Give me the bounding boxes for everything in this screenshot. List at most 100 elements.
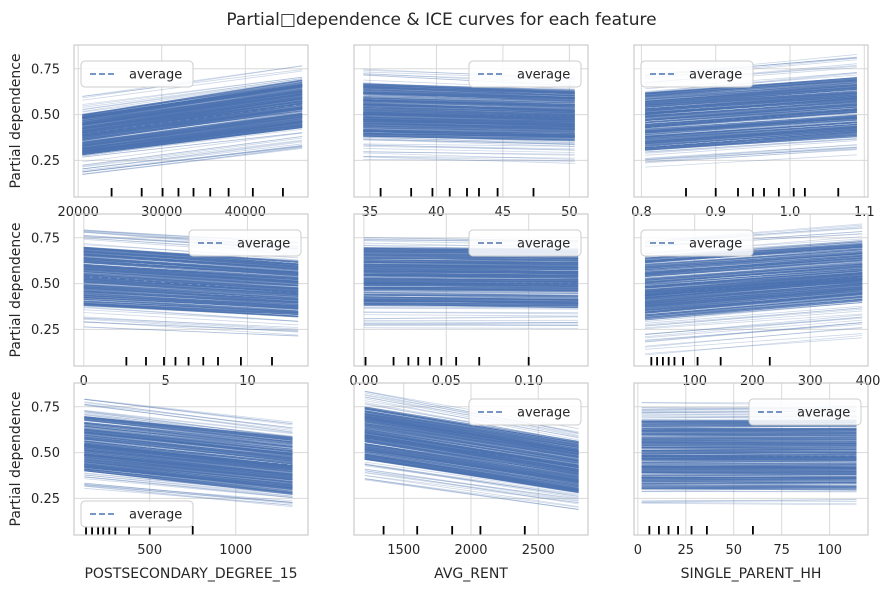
subplot-2-ice-line (363, 108, 575, 116)
subplot-2-ice-line (363, 118, 575, 126)
subplot-9-ice-line (641, 481, 857, 484)
subplot-5-ice-line (363, 275, 579, 281)
subplot-2-ice-line (363, 112, 575, 119)
subplot-6-ice-line (644, 286, 863, 304)
subplot-1-ice-line (82, 143, 303, 170)
subplot-3-ice-line (645, 154, 857, 168)
subplot-7-ice-line (84, 457, 293, 481)
subplot-1-ice-line (82, 125, 303, 154)
subplot-2-ice-line (363, 156, 575, 162)
subplot-3-ice-line (645, 88, 857, 106)
subplot-7-ice-line (84, 459, 293, 481)
subplot-1-ice-line (82, 95, 303, 129)
subplot-3-xtick-label: 1.0 (780, 205, 801, 220)
subplot-9-ice-line (641, 460, 857, 462)
subplot-8: 1500 2000 2500 AVG_RENT average (353, 382, 589, 582)
subplot-3-ice-line (645, 123, 857, 138)
subplot-3-ice-line (645, 108, 857, 124)
subplot-1-ice-line (82, 145, 303, 173)
subplot-2-ice-line (363, 92, 575, 102)
subplot-2-ice-line (363, 136, 575, 145)
subplot-7-ice-line (84, 478, 293, 499)
subplot-3-ice-line (645, 132, 857, 148)
subplot-7-ice-line (84, 446, 293, 470)
subplot-2-legend-label: average (517, 68, 570, 83)
subplot-3-ice-line (645, 147, 857, 161)
subplot-3-ice-line (645, 112, 857, 129)
subplot-5-ice-line (363, 271, 579, 276)
subplot-6-ice-line (644, 249, 863, 266)
subplot-5-legend: average (468, 229, 582, 257)
subplot-4-ice-line (83, 291, 299, 305)
subplot-3: 0.8 0.9 1.0 1.1 average (631, 44, 875, 220)
subplot-6-ice-line (644, 327, 863, 347)
subplot-2-ice-line (363, 86, 575, 94)
subplot-9-legend: average (748, 398, 862, 426)
subplot-4-ice-line (83, 326, 299, 337)
subplot-4-ice-line (83, 317, 299, 331)
subplot-4-ice-line (83, 261, 299, 277)
subplot-7-ice-line (84, 398, 293, 426)
subplot-7-xtick-label: 500 (137, 543, 162, 558)
subplot-2-xtick-label: 35 (362, 205, 379, 220)
subplot-7-ice-line (84, 429, 293, 452)
subplot-3-ice-line (645, 140, 857, 156)
subplot-2-ice-line (363, 94, 575, 102)
subplot-6-ice-line (644, 290, 863, 311)
subplot-1-ice-line (82, 112, 303, 143)
subplot-9-xtick-label: 75 (773, 543, 790, 558)
subplot-5-ice-line (363, 307, 579, 310)
subplot-8-ice-line (364, 432, 579, 467)
subplot-7-ice-line (84, 452, 293, 475)
subplot-4-ice-line (83, 297, 299, 309)
subplot-5-ice-line (363, 311, 579, 314)
subplot-1-ytick-label: 0.75 (31, 62, 60, 77)
subplot-7-ice-line (84, 482, 293, 503)
subplot-1-legend-box (80, 60, 194, 88)
subplot-9-ice-line (641, 477, 857, 479)
subplot-1-ice-line (82, 79, 303, 111)
subplot-1-ice-line (82, 146, 303, 173)
subplot-4-frame (73, 213, 309, 367)
subplot-7-ice-line (84, 413, 293, 437)
subplot-3-ice-line (645, 127, 857, 143)
subplot-4-ice-line (83, 268, 299, 283)
subplot-8-ice-line (364, 451, 579, 485)
subplot-5-ice-line (363, 297, 579, 301)
subplot-8-ice-line (364, 420, 579, 455)
subplot-5-ice-line (363, 316, 579, 320)
subplot-8-ice-line (364, 463, 579, 498)
subplot-7-ice-line (84, 440, 293, 462)
subplot-4-ice-line (83, 306, 299, 322)
subplot-5-ice-line (363, 304, 579, 307)
subplot-4-ice-line (83, 290, 299, 303)
subplot-6-ice-line (644, 264, 863, 281)
subplot-4-ice-line (83, 249, 299, 267)
subplot-9-ice-line (641, 499, 857, 502)
subplot-5-legend-label: average (517, 237, 570, 252)
subplot-4-ice-line (83, 247, 299, 265)
subplot-4-ytick-label: 0.25 (31, 323, 60, 338)
subplot-1-ice-line (82, 136, 303, 166)
subplot-7-ice-line (84, 417, 293, 441)
subplot-6-ice-line (644, 280, 863, 299)
subplot-8-ice-line (364, 446, 579, 482)
subplot-2-ice-line (363, 144, 575, 150)
subplot-1-ytick-label: 0.25 (31, 154, 60, 169)
subplot-4-ice-line (83, 321, 299, 332)
subplot-5-ice-line (363, 277, 579, 281)
subplot-6-ice-line (644, 270, 863, 287)
subplot-7-ice-line (84, 487, 293, 506)
subplot-7: 500 1000 0.25 0.50 0.75 Partial dependence POS… (8, 382, 309, 582)
subplot-5-ice-line (363, 327, 579, 329)
subplot-7-ice-line (84, 445, 293, 468)
subplot-7-ylabel: Partial dependence (8, 391, 24, 526)
subplot-9-ice-line (641, 498, 857, 502)
subplot-8-ice-line (364, 414, 579, 450)
subplot-1-ice-line (82, 140, 303, 170)
subplot-3-ice-line (645, 87, 857, 102)
subplot-6-ice-line (644, 323, 863, 341)
subplot-9-ice-line (641, 453, 857, 456)
subplot-4-ice-line (83, 266, 299, 281)
subplot-7-ice-line (84, 422, 293, 445)
